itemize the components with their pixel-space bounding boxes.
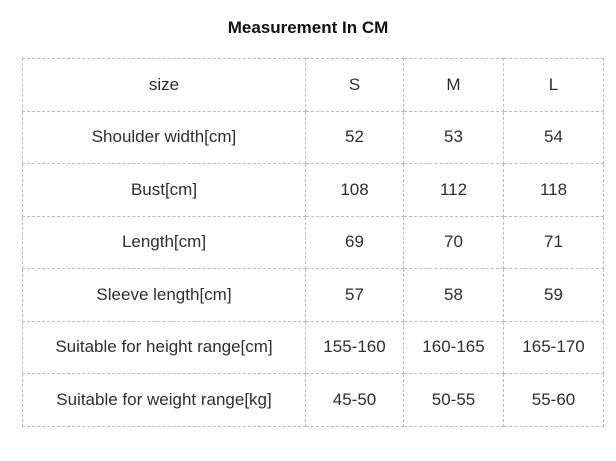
row-value: 108 xyxy=(305,163,404,217)
table-row: Shoulder width[cm] 52 53 54 xyxy=(22,110,604,164)
row-label: Sleeve length[cm] xyxy=(22,268,306,322)
row-value: 57 xyxy=(305,268,404,322)
page-title: Measurement In CM xyxy=(227,18,389,37)
row-value: 45-50 xyxy=(305,373,404,427)
row-value: 165-170 xyxy=(503,320,604,374)
table-row: Length[cm] 69 70 71 xyxy=(22,215,604,269)
table-row: Suitable for height range[cm] 155-160 160-… xyxy=(22,320,604,374)
row-value: 71 xyxy=(503,215,604,269)
row-value: 70 xyxy=(403,215,504,269)
table-row: Sleeve length[cm] 57 58 59 xyxy=(22,268,604,322)
header-label-cell: size xyxy=(22,58,306,112)
row-value: 50-55 xyxy=(403,373,504,427)
row-value: 160-165 xyxy=(403,320,504,374)
row-label: Suitable for weight range[kg] xyxy=(22,373,306,427)
header-size-cell: L xyxy=(503,58,604,112)
header-size-cell: M xyxy=(403,58,504,112)
row-value: 155-160 xyxy=(305,320,404,374)
table-row: Bust[cm] 108 112 118 xyxy=(22,163,604,217)
row-value: 118 xyxy=(503,163,604,217)
row-value: 69 xyxy=(305,215,404,269)
row-value: 59 xyxy=(503,268,604,322)
row-value: 53 xyxy=(403,110,504,164)
table-row: Suitable for weight range[kg] 45-50 50-55 5… xyxy=(22,373,604,427)
table-body: Shoulder width[cm] 52 53 54 Bust[cm] 108 112 11… xyxy=(22,110,604,427)
row-label: Length[cm] xyxy=(22,215,306,269)
row-value: 55-60 xyxy=(503,373,604,427)
row-label: Shoulder width[cm] xyxy=(22,110,306,164)
header-size-cell: S xyxy=(305,58,404,112)
row-value: 112 xyxy=(403,163,504,217)
row-value: 52 xyxy=(305,110,404,164)
row-value: 58 xyxy=(403,268,504,322)
row-label: Suitable for height range[cm] xyxy=(22,320,306,374)
row-label: Bust[cm] xyxy=(22,163,306,217)
row-value: 54 xyxy=(503,110,604,164)
